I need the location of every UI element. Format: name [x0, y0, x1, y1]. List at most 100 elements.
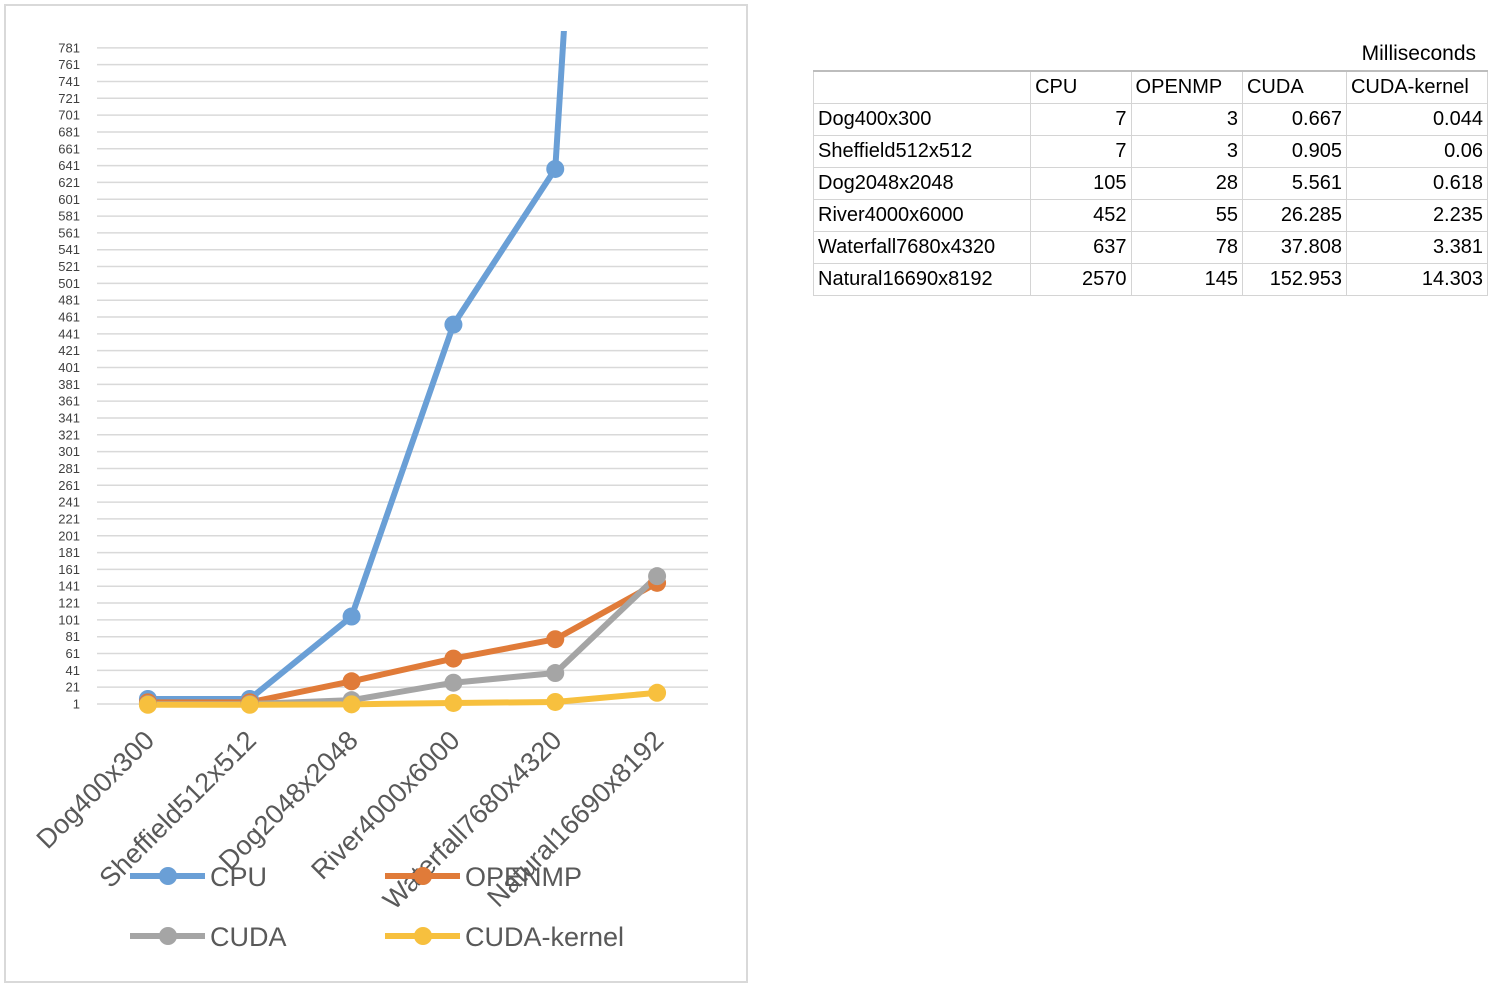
table-header-row: CPU OPENMP CUDA CUDA-kernel — [812, 70, 1489, 104]
table-cell: 2.235 — [1345, 199, 1489, 232]
table-cell: 26.285 — [1241, 199, 1347, 232]
row-label: Waterfall7680x4320 — [812, 231, 1032, 264]
y-tick-label: 501 — [58, 276, 80, 291]
table-cell: 28 — [1130, 167, 1243, 200]
legend-marker — [159, 867, 177, 885]
data-point — [444, 315, 463, 334]
table-title: Milliseconds — [1361, 42, 1476, 65]
plot-area — [138, 31, 667, 714]
legend-label: OPENMP — [465, 862, 582, 892]
y-tick-label: 321 — [58, 427, 80, 442]
table-cell: 145 — [1130, 263, 1243, 296]
legend-label: CUDA — [210, 922, 287, 952]
table-cell: 3 — [1130, 135, 1243, 168]
y-tick-label: 121 — [58, 596, 80, 611]
y-tick-label: 641 — [58, 158, 80, 173]
y-tick-label: 181 — [58, 545, 80, 560]
y-tick-label: 381 — [58, 377, 80, 392]
row-label: Sheffield512x512 — [812, 135, 1032, 168]
row-label: Natural16690x8192 — [812, 263, 1032, 296]
y-tick-label: 21 — [66, 680, 80, 695]
y-tick-label: 681 — [58, 124, 80, 139]
table-cell: 152.953 — [1241, 263, 1347, 296]
y-tick-label: 601 — [58, 192, 80, 207]
legend-label: CPU — [210, 862, 267, 892]
y-tick-label: 281 — [58, 461, 80, 476]
legend-marker — [414, 867, 432, 885]
table-cell: 0.06 — [1345, 135, 1489, 168]
row-label: Dog2048x2048 — [812, 167, 1032, 200]
legend-marker — [414, 927, 432, 945]
table-cell: 0.667 — [1241, 103, 1347, 136]
series-line — [147, 689, 658, 708]
row-label: River4000x6000 — [812, 199, 1032, 232]
data-point — [444, 693, 463, 712]
y-tick-label: 361 — [58, 394, 80, 409]
table-row: Dog2048x2048 105 28 5.561 0.618 — [812, 167, 1489, 200]
data-point — [342, 672, 361, 691]
table-cell: 7 — [1030, 135, 1132, 168]
table-cell: 0.905 — [1241, 135, 1347, 168]
y-tick-label: 101 — [58, 612, 80, 627]
data-point — [138, 695, 157, 714]
table-header-cell: CUDA-kernel — [1345, 70, 1489, 104]
table-row: Waterfall7680x4320 637 78 37.808 3.381 — [812, 231, 1489, 264]
data-point — [648, 683, 667, 702]
table-row: River4000x6000 452 55 26.285 2.235 — [812, 199, 1489, 232]
data-point — [546, 630, 565, 649]
y-tick-label: 521 — [58, 259, 80, 274]
table-cell: 0.044 — [1345, 103, 1489, 136]
y-tick-label: 241 — [58, 495, 80, 510]
data-point — [546, 159, 565, 178]
table-cell: 55 — [1130, 199, 1243, 232]
data-point — [546, 664, 565, 683]
data-point — [444, 649, 463, 668]
chart-frame — [4, 4, 748, 983]
y-tick-label: 81 — [66, 629, 80, 644]
y-tick-label: 701 — [58, 108, 80, 123]
table-cell: 105 — [1030, 167, 1132, 200]
y-tick-label: 741 — [58, 74, 80, 89]
data-point — [444, 673, 463, 692]
y-tick-label: 201 — [58, 528, 80, 543]
y-tick-label: 661 — [58, 141, 80, 156]
series-line — [147, 31, 567, 702]
data-point — [342, 695, 361, 714]
y-tick-label: 721 — [58, 91, 80, 106]
legend-marker — [159, 927, 177, 945]
y-tick-label: 461 — [58, 310, 80, 325]
data-point — [342, 607, 361, 626]
table-cell: 3.381 — [1345, 231, 1489, 264]
table-cell: 2570 — [1030, 263, 1132, 296]
y-tick-label: 301 — [58, 444, 80, 459]
y-tick-label: 421 — [58, 343, 80, 358]
data-point — [546, 692, 565, 711]
y-tick-label: 141 — [58, 579, 80, 594]
y-tick-label: 541 — [58, 242, 80, 257]
y-tick-label: 561 — [58, 225, 80, 240]
table-cell: 14.303 — [1345, 263, 1489, 296]
table-row: Sheffield512x512 7 3 0.905 0.06 — [812, 135, 1489, 168]
y-tick-label: 41 — [66, 663, 80, 678]
data-point — [240, 695, 259, 714]
table-cell: 5.561 — [1241, 167, 1347, 200]
y-tick-label: 261 — [58, 478, 80, 493]
y-tick-label: 761 — [58, 57, 80, 72]
table-cell: 78 — [1130, 231, 1243, 264]
table-header-cell: CUDA — [1241, 70, 1347, 104]
table-row: Natural16690x8192 2570 145 152.953 14.303 — [812, 263, 1489, 296]
table-cell: 0.618 — [1345, 167, 1489, 200]
y-tick-label: 441 — [58, 326, 80, 341]
legend-label: CUDA-kernel — [465, 922, 624, 952]
table-row: Dog400x300 7 3 0.667 0.044 — [812, 103, 1489, 136]
table-header-cell: CPU — [1030, 70, 1132, 104]
table-cell: 7 — [1030, 103, 1132, 136]
data-point — [648, 567, 667, 586]
table-cell: 3 — [1130, 103, 1243, 136]
table-header-cell: OPENMP — [1130, 70, 1243, 104]
table-cell: 37.808 — [1241, 231, 1347, 264]
data-table: CPU OPENMP CUDA CUDA-kernel Dog400x300 7 3 0.66… — [812, 70, 1489, 296]
y-tick-label: 61 — [66, 646, 80, 661]
y-tick-label: 221 — [58, 511, 80, 526]
